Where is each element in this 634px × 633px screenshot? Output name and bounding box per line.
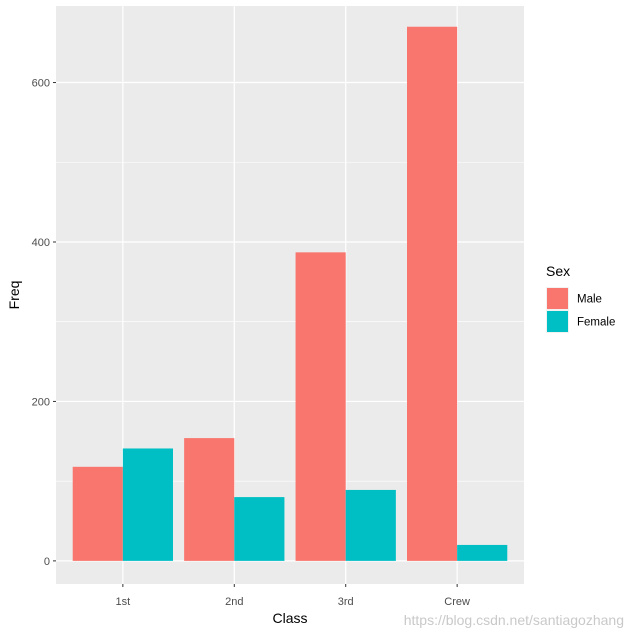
legend-swatch-female	[547, 311, 568, 332]
bar-female-2nd	[234, 497, 285, 561]
legend-label-female: Female	[577, 317, 615, 329]
bar-female-3rd	[345, 489, 396, 561]
legend-title: Sex	[546, 263, 570, 279]
bar-male-crew	[407, 26, 458, 561]
y-tick-label: 0	[44, 556, 50, 568]
y-tick-label: 400	[32, 237, 50, 249]
y-axis-title: Freq	[6, 281, 22, 310]
bars	[72, 26, 508, 561]
x-tick-label: 3rd	[338, 596, 354, 608]
y-tick-label: 600	[32, 78, 50, 90]
bar-male-2nd	[184, 438, 235, 561]
bar-male-1st	[72, 466, 123, 561]
y-tick-label: 200	[32, 396, 50, 408]
x-tick-label: 1st	[116, 596, 131, 608]
x-axis: 1st 2nd 3rd Crew	[116, 584, 470, 608]
y-axis: 0 200 400 600	[32, 78, 56, 568]
legend-swatch-male	[547, 288, 568, 309]
bar-female-crew	[457, 544, 508, 561]
x-tick-label: Crew	[444, 596, 470, 608]
watermark-text: https://blog.csdn.net/santiagozhang	[404, 612, 624, 628]
legend: Sex Male Female	[546, 263, 615, 333]
legend-label-male: Male	[577, 294, 602, 306]
x-tick-label: 2nd	[225, 596, 243, 608]
x-axis-title: Class	[272, 610, 307, 626]
bar-female-1st	[122, 448, 173, 561]
bar-male-3rd	[295, 252, 346, 561]
